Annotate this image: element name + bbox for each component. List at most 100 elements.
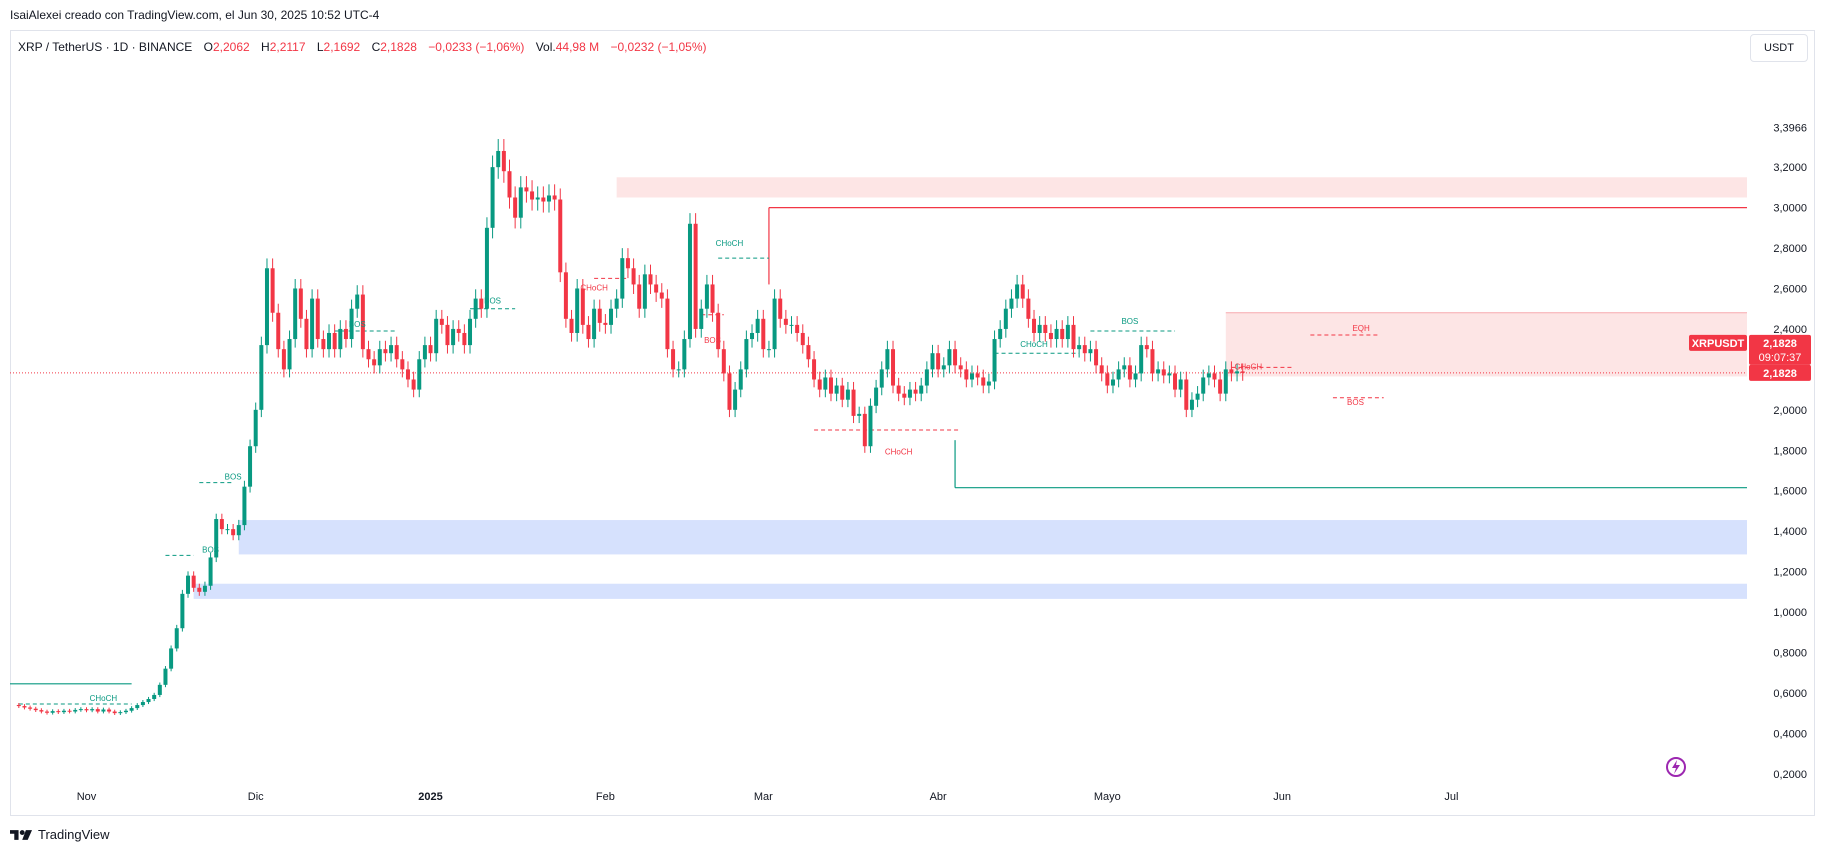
candle [439, 318, 444, 325]
candle [1032, 318, 1037, 333]
y-tick-label: 0,4000 [1773, 728, 1807, 740]
candle [721, 349, 726, 374]
candle [462, 332, 467, 346]
structure-label: BOS [225, 473, 242, 482]
candle [986, 381, 991, 386]
structure-label: BOS [484, 297, 501, 306]
price-countdown-badge [1749, 334, 1811, 365]
supply-zone [616, 177, 1748, 198]
candle [174, 628, 179, 649]
structure-label: EQH [1352, 324, 1370, 333]
candle [33, 708, 38, 711]
candle [191, 575, 196, 588]
candle [1110, 379, 1115, 386]
candle [518, 187, 523, 218]
candle [1235, 371, 1240, 374]
candle [445, 324, 450, 346]
y-tick-label: 1,8000 [1773, 445, 1807, 457]
candle [947, 349, 952, 366]
y-tick-label: 3,2000 [1773, 162, 1807, 174]
candle [259, 345, 264, 410]
candle [800, 332, 805, 346]
candle [868, 405, 873, 447]
candle [789, 324, 794, 326]
countdown-label: 09:07:37 [1759, 352, 1802, 364]
candle [276, 312, 281, 350]
volume-value: 44,98 M [555, 40, 600, 54]
candle [456, 328, 461, 333]
structure-label: BOS [704, 336, 721, 345]
candle [648, 274, 653, 285]
currency-unit-button[interactable]: USDT [1750, 34, 1808, 62]
candle [400, 359, 405, 370]
candle [327, 332, 332, 350]
y-tick-label: 2,4000 [1773, 324, 1807, 336]
candle [558, 199, 563, 273]
candle [693, 223, 698, 329]
candle [1082, 345, 1087, 354]
candle [366, 349, 371, 360]
structure-label: CHoCH [716, 239, 744, 248]
candle [1026, 298, 1031, 319]
candle [355, 294, 360, 309]
candle [682, 339, 687, 370]
candle [56, 711, 61, 713]
y-tick-label: 1,2000 [1773, 567, 1807, 579]
candle [1127, 365, 1132, 380]
candle [958, 365, 963, 370]
candle [405, 369, 410, 380]
candle [219, 519, 224, 530]
ticker-badge-label: XRPUSDT [1692, 338, 1745, 350]
candle [417, 359, 422, 390]
candle [1139, 345, 1144, 374]
candle [1133, 373, 1138, 380]
candle [654, 284, 659, 293]
symbol-title[interactable]: XRP / TetherUS · 1D · BINANCE [18, 40, 193, 54]
ohlc-legend: XRP / TetherUS · 1D · BINANCE O2,2062 H2… [18, 40, 707, 54]
y-tick-label: 0,2000 [1773, 769, 1807, 781]
candle [332, 332, 337, 350]
close-value: 2,1828 [380, 40, 417, 54]
lightning-icon[interactable] [1664, 755, 1688, 779]
low-value: 2,1692 [323, 40, 361, 54]
structure-label: CHoCH [580, 284, 608, 293]
low-label: L [316, 40, 324, 54]
candle [310, 298, 315, 350]
candle [614, 298, 619, 309]
candle [197, 587, 202, 592]
candle [845, 389, 850, 400]
candle [78, 709, 83, 711]
candle [1122, 365, 1127, 370]
candle [851, 389, 856, 416]
candle [214, 519, 219, 558]
candle [795, 324, 800, 333]
candle [253, 409, 258, 447]
y-tick-label: 1,4000 [1773, 526, 1807, 538]
candle [1020, 284, 1025, 299]
candle [186, 575, 191, 594]
candle [1218, 379, 1223, 394]
volume-change: −0,0232 (−1,05%) [610, 40, 707, 54]
candle [1178, 379, 1183, 390]
y-tick-label: 2,0000 [1773, 405, 1807, 417]
candle [372, 359, 377, 366]
candle [107, 709, 112, 712]
candle [163, 668, 168, 685]
candle [1184, 379, 1189, 410]
candle [90, 709, 95, 711]
candle [862, 413, 867, 447]
candle [180, 593, 185, 629]
candle [817, 379, 822, 390]
candle [101, 709, 106, 712]
candle [761, 318, 766, 350]
x-tick-label: Feb [596, 791, 615, 803]
candle [1077, 345, 1082, 350]
candle [428, 345, 433, 354]
candle [1054, 328, 1059, 340]
x-tick-label: Nov [77, 791, 97, 803]
candle [1161, 369, 1166, 376]
x-tick-label: Jun [1273, 791, 1291, 803]
candle [924, 369, 929, 386]
candle [1150, 349, 1155, 374]
